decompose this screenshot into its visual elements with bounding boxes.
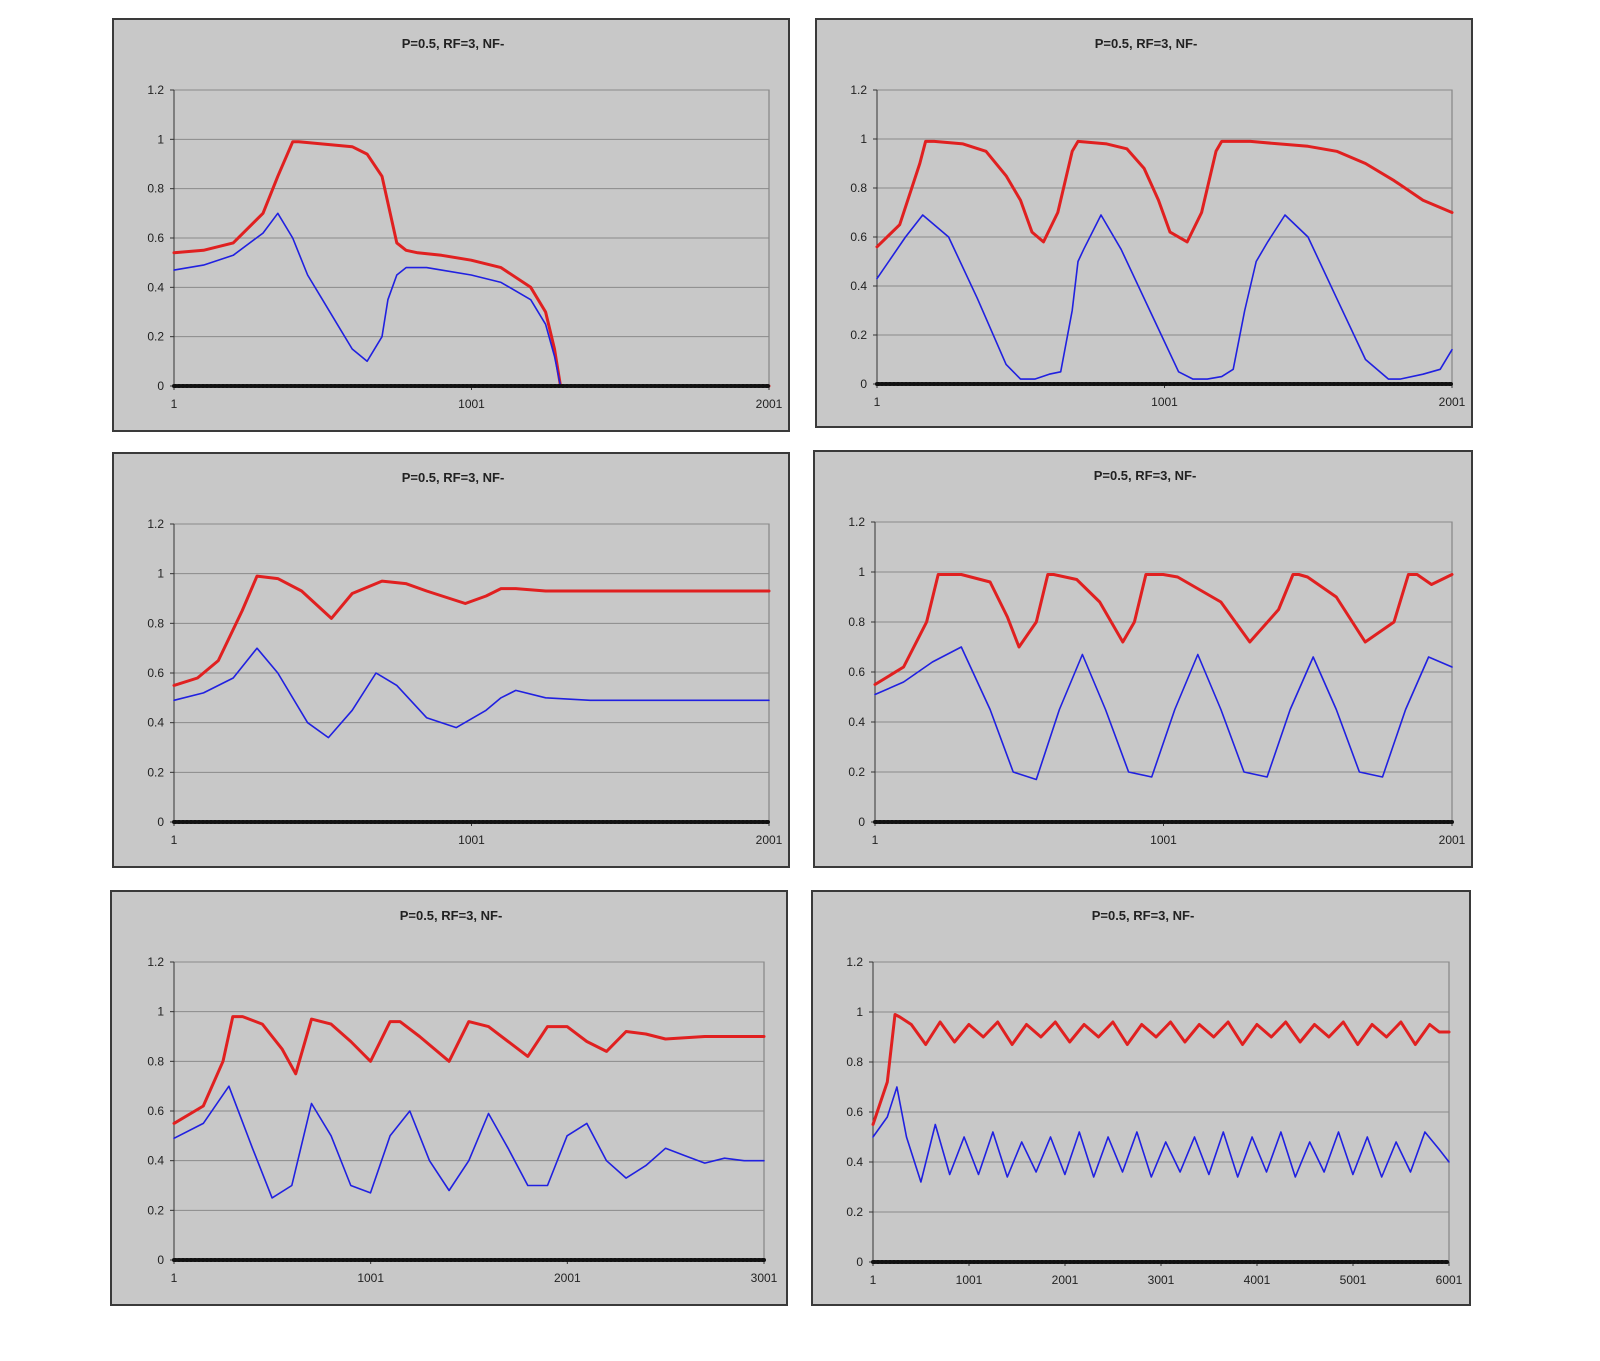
x-tick-label: 1001	[1151, 395, 1178, 409]
y-tick-label: 0.4	[147, 280, 164, 294]
x-tick-label: 2001	[554, 1271, 581, 1285]
x-tick-label: 1001	[1150, 833, 1177, 847]
x-tick-label: 1001	[458, 833, 485, 847]
y-tick-label: 1.2	[846, 955, 863, 969]
y-tick-label: 0.6	[147, 1104, 164, 1118]
y-tick-label: 0.2	[850, 328, 867, 342]
x-tick-label: 2001	[1439, 395, 1466, 409]
x-tick-label: 1	[874, 395, 881, 409]
x-tick-label: 1	[171, 833, 178, 847]
y-tick-label: 1.2	[850, 83, 867, 97]
y-tick-label: 0	[858, 815, 865, 829]
y-tick-label: 0.4	[850, 279, 867, 293]
y-tick-label: 0.6	[850, 230, 867, 244]
chart-title: P=0.5, RF=3, NF-	[400, 908, 503, 923]
chart-svg-6: P=0.5, RF=3, NF- 0 0.2 0.4 0.6 0.8 1 1.2 1 1001 20…	[846, 908, 1463, 1287]
series-line-red	[172, 574, 771, 687]
series-line-blue	[173, 647, 770, 739]
y-tick-label: 0	[856, 1255, 863, 1269]
x-tick-label: 1	[870, 1273, 877, 1287]
series-line-red	[172, 1015, 766, 1125]
y-tick-label: 0.8	[147, 182, 164, 196]
chart-svg-1: P=0.5, RF=3, NF- 0 0.2 0.4 0.6 0.8 1 1.2 1 1001 20…	[147, 36, 783, 411]
series-line-red	[172, 140, 771, 388]
y-tick-label: 0.6	[147, 231, 164, 245]
chart-title: P=0.5, RF=3, NF-	[1095, 36, 1198, 51]
series-line-blue	[872, 1086, 1450, 1183]
y-tick-label: 1.2	[848, 515, 865, 529]
chart-title: P=0.5, RF=3, NF-	[1094, 468, 1197, 483]
y-tick-label: 0	[157, 1253, 164, 1267]
y-tick-label: 1.2	[147, 955, 164, 969]
y-tick-label: 1.2	[147, 517, 164, 531]
chart-title: P=0.5, RF=3, NF-	[402, 36, 505, 51]
y-tick-label: 0.4	[848, 715, 865, 729]
x-tick-label: 2001	[756, 397, 783, 411]
series-line-red	[871, 1013, 1451, 1126]
y-tick-label: 0	[157, 379, 164, 393]
chart-panel-2: P=0.5, RF=3, NF- 0 0.2 0.4 0.6 0.8 1 1.2 1 1001 20…	[815, 18, 1473, 428]
chart-panel-5: P=0.5, RF=3, NF- 0 0.2 0.4 0.6 0.8 1 1.2 1 1001 20…	[110, 890, 788, 1306]
y-tick-label: 1	[157, 132, 164, 146]
x-tick-label: 6001	[1436, 1273, 1463, 1287]
x-tick-label: 2001	[1052, 1273, 1079, 1287]
chart-panel-6: P=0.5, RF=3, NF- 0 0.2 0.4 0.6 0.8 1 1.2 1 1001 20…	[811, 890, 1471, 1306]
y-tick-label: 0.6	[147, 666, 164, 680]
x-tick-label: 2001	[1439, 833, 1466, 847]
y-tick-label: 0.2	[848, 765, 865, 779]
chart-panel-1: P=0.5, RF=3, NF- 0 0.2 0.4 0.6 0.8 1 1.2 1 1001 20…	[112, 18, 790, 432]
series-line-red	[875, 139, 1454, 249]
series-line-blue	[173, 1085, 765, 1199]
y-tick-label: 1	[860, 132, 867, 146]
y-tick-label: 1	[856, 1005, 863, 1019]
y-tick-label: 0	[157, 815, 164, 829]
y-tick-label: 0.6	[848, 665, 865, 679]
x-tick-label: 1	[171, 397, 178, 411]
y-tick-label: 0.2	[147, 765, 164, 779]
x-tick-label: 1001	[458, 397, 485, 411]
y-tick-label: 0.4	[846, 1155, 863, 1169]
x-tick-label: 2001	[756, 833, 783, 847]
x-tick-label: 1001	[956, 1273, 983, 1287]
series-line-blue	[874, 646, 1453, 781]
x-tick-label: 5001	[1340, 1273, 1367, 1287]
chart-title: P=0.5, RF=3, NF-	[402, 470, 505, 485]
series-line-blue	[173, 212, 770, 387]
y-tick-label: 0.4	[147, 1154, 164, 1168]
y-tick-label: 0.8	[147, 616, 164, 630]
y-tick-label: 1	[157, 1005, 164, 1019]
chart-svg-4: P=0.5, RF=3, NF- 0 0.2 0.4 0.6 0.8 1 1.2 1 1001 20…	[848, 468, 1466, 847]
x-tick-label: 1	[872, 833, 879, 847]
x-tick-label: 1	[171, 1271, 178, 1285]
y-tick-label: 0.2	[846, 1205, 863, 1219]
chart-title: P=0.5, RF=3, NF-	[1092, 908, 1195, 923]
y-tick-label: 1	[157, 567, 164, 581]
y-tick-label: 0.8	[848, 615, 865, 629]
series-line-blue	[876, 214, 1453, 380]
y-tick-label: 0.8	[147, 1054, 164, 1068]
y-tick-label: 0	[860, 377, 867, 391]
x-tick-label: 3001	[1148, 1273, 1175, 1287]
x-tick-label: 3001	[751, 1271, 778, 1285]
y-tick-label: 0.6	[846, 1105, 863, 1119]
y-tick-label: 0.2	[147, 330, 164, 344]
x-tick-label: 1001	[357, 1271, 384, 1285]
y-tick-label: 0.2	[147, 1203, 164, 1217]
chart-svg-5: P=0.5, RF=3, NF- 0 0.2 0.4 0.6 0.8 1 1.2 1 1001 20…	[147, 908, 778, 1285]
y-tick-label: 0.4	[147, 716, 164, 730]
y-tick-label: 1	[858, 565, 865, 579]
series-line-red	[873, 573, 1454, 686]
chart-panel-4: P=0.5, RF=3, NF- 0 0.2 0.4 0.6 0.8 1 1.2 1 1001 20…	[813, 450, 1473, 868]
y-tick-label: 0.8	[846, 1055, 863, 1069]
x-tick-label: 4001	[1244, 1273, 1271, 1287]
chart-svg-2: P=0.5, RF=3, NF- 0 0.2 0.4 0.6 0.8 1 1.2 1 1001 20…	[850, 36, 1466, 409]
chart-svg-3: P=0.5, RF=3, NF- 0 0.2 0.4 0.6 0.8 1 1.2 1 1001 20…	[147, 470, 783, 847]
y-tick-label: 1.2	[147, 83, 164, 97]
chart-panel-3: P=0.5, RF=3, NF- 0 0.2 0.4 0.6 0.8 1 1.2 1 1001 20…	[112, 452, 790, 868]
y-tick-label: 0.8	[850, 181, 867, 195]
